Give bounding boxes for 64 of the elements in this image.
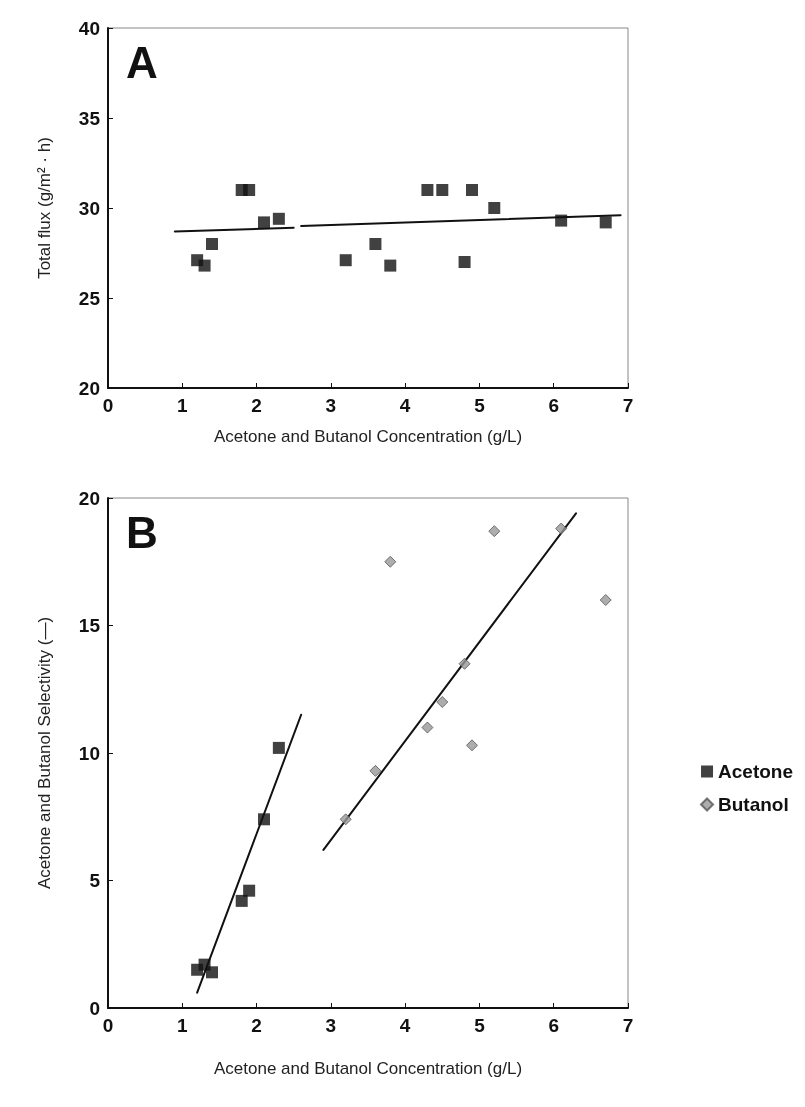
x-axis-title: Acetone and Butanol Concentration (g/L) bbox=[213, 1059, 523, 1078]
y-tick-label: 25 bbox=[78, 287, 101, 309]
point bbox=[436, 696, 449, 708]
point bbox=[369, 764, 382, 777]
y-tick-label: 0 bbox=[89, 997, 100, 1019]
x-axis-title: Acetone and Butanol Concentration (g/L) bbox=[213, 427, 523, 446]
x-tick-label: 3 bbox=[325, 1015, 337, 1036]
point bbox=[369, 238, 382, 250]
x-tick-label: 5 bbox=[474, 1015, 486, 1036]
x-tick-label: 3 bbox=[325, 395, 337, 416]
y-tick-label: 10 bbox=[78, 742, 100, 764]
point bbox=[466, 184, 478, 196]
point bbox=[555, 522, 568, 535]
point bbox=[488, 525, 501, 538]
y-tick-label: 40 bbox=[78, 17, 100, 39]
point bbox=[272, 212, 285, 225]
annotation: A bbox=[126, 37, 158, 87]
point bbox=[339, 254, 352, 267]
y-axis-title: Total flux (g/m² · h) bbox=[35, 137, 54, 279]
x-tick-label: 2 bbox=[251, 395, 262, 416]
point bbox=[458, 256, 471, 268]
point bbox=[258, 813, 270, 826]
point bbox=[339, 813, 352, 826]
point bbox=[243, 884, 256, 897]
point bbox=[436, 184, 449, 196]
point bbox=[198, 259, 211, 272]
point bbox=[599, 594, 612, 606]
point bbox=[206, 966, 218, 979]
y-tick-label: 20 bbox=[78, 377, 100, 399]
x-tick-label: 7 bbox=[622, 1015, 634, 1036]
point bbox=[243, 184, 256, 196]
point bbox=[599, 216, 612, 229]
y-axis-title: Acetone and Butanol Selectivity (—) bbox=[35, 616, 54, 890]
point bbox=[555, 214, 568, 227]
point bbox=[421, 184, 434, 196]
annotation: B bbox=[126, 507, 158, 557]
point bbox=[235, 894, 248, 907]
point bbox=[258, 216, 270, 229]
x-tick-label: 4 bbox=[399, 395, 411, 416]
x-tick-label: 2 bbox=[251, 1015, 262, 1036]
x-tick-label: 7 bbox=[622, 395, 634, 416]
x-tick-label: 6 bbox=[548, 1015, 559, 1036]
x-tick-label: 4 bbox=[399, 1015, 411, 1036]
point bbox=[384, 555, 397, 568]
y-tick-label: 15 bbox=[78, 615, 101, 636]
point bbox=[458, 657, 471, 670]
x-tick-label: 1 bbox=[177, 395, 188, 416]
point bbox=[384, 259, 397, 272]
x-tick-label: 0 bbox=[102, 395, 114, 416]
point bbox=[488, 202, 501, 214]
y-tick-label: 30 bbox=[78, 197, 100, 219]
x-tick-label: 1 bbox=[177, 1015, 188, 1036]
point bbox=[466, 739, 478, 752]
y-tick-label: 35 bbox=[78, 107, 101, 129]
point bbox=[206, 238, 218, 250]
point bbox=[421, 721, 434, 734]
point bbox=[272, 741, 285, 754]
legend-label: Butanol bbox=[718, 794, 789, 815]
legend-label: Acetone bbox=[718, 761, 794, 782]
x-tick-label: 6 bbox=[548, 395, 559, 416]
x-tick-label: 0 bbox=[102, 1015, 114, 1036]
x-tick-label: 5 bbox=[474, 395, 486, 416]
y-tick-label: 20 bbox=[78, 487, 100, 509]
y-tick-label: 5 bbox=[89, 870, 101, 891]
